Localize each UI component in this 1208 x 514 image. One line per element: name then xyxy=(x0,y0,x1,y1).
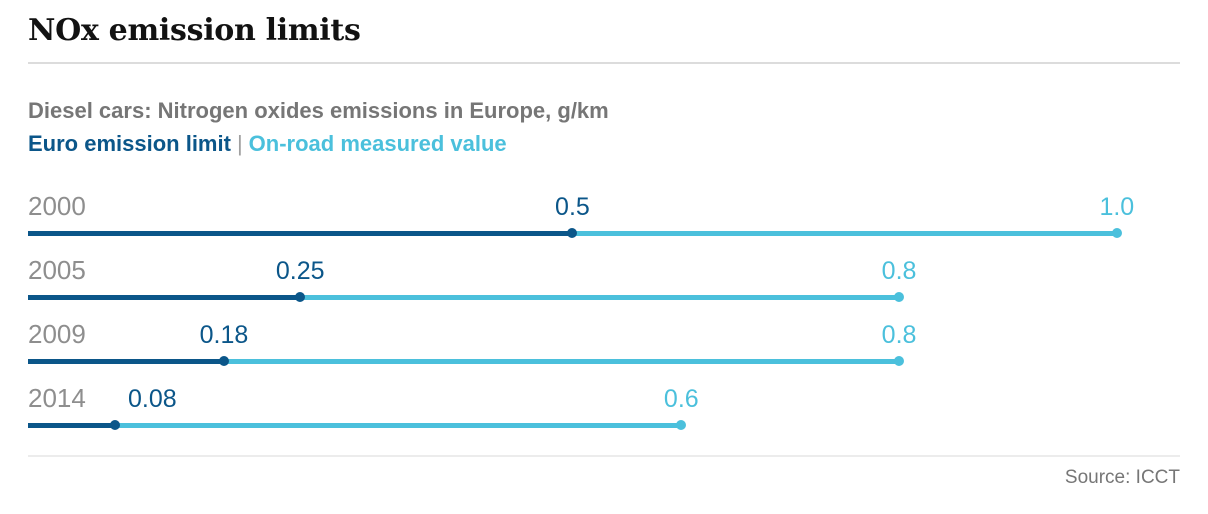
year-label: 2005 xyxy=(28,255,86,285)
measured-value-label: 1.0 xyxy=(1099,193,1135,221)
footer-divider xyxy=(28,455,1180,457)
chart-row-2009: 2009 0.18 0.8 xyxy=(28,315,1180,379)
measured-point xyxy=(894,356,905,366)
chart-subtitle: Diesel cars: Nitrogen oxides emissions i… xyxy=(28,98,609,123)
source-credit: Source: ICCT xyxy=(1064,467,1180,488)
measured-line xyxy=(572,230,1117,236)
limit-line xyxy=(28,294,301,300)
limit-value-label: 0.08 xyxy=(128,385,177,413)
legend-measured-label: On-road measured value xyxy=(248,131,507,156)
year-label: 2000 xyxy=(28,191,86,221)
measured-line xyxy=(300,294,900,300)
year-label: 2009 xyxy=(28,319,86,349)
chart-row-2000: 2000 0.5 1.0 xyxy=(28,187,1180,251)
chart-row-2005: 2005 0.25 0.8 xyxy=(28,251,1180,315)
page-title: NOx emission limits xyxy=(28,13,361,48)
measured-line xyxy=(223,358,900,364)
limit-line xyxy=(28,358,224,364)
limit-point xyxy=(567,228,578,238)
limit-value-label: 0.5 xyxy=(555,193,590,221)
measured-value-label: 0.8 xyxy=(881,257,917,285)
limit-point xyxy=(295,292,306,302)
chart-legend: Euro emission limit | On-road measured val… xyxy=(28,129,1180,159)
title-divider xyxy=(28,62,1180,64)
limit-value-label: 0.18 xyxy=(199,321,249,349)
measured-value-label: 0.6 xyxy=(663,385,699,413)
limit-point xyxy=(110,420,121,430)
limit-value-label: 0.25 xyxy=(275,257,325,285)
chart-row-2014: 2014 0.08 0.6 xyxy=(28,379,1180,443)
limit-line xyxy=(28,422,116,428)
measured-point xyxy=(676,420,687,430)
legend-limit-label: Euro emission limit xyxy=(28,131,231,156)
legend-separator: | xyxy=(236,131,243,156)
limit-point xyxy=(218,356,229,366)
measured-line xyxy=(115,422,682,428)
year-label: 2014 xyxy=(28,383,86,413)
measured-value-label: 0.8 xyxy=(881,321,917,349)
measured-point xyxy=(894,292,905,302)
measured-point xyxy=(1111,228,1122,238)
dumbbell-chart: 2000 0.5 1.0 2005 0.25 0.8 2009 0.18 xyxy=(28,187,1180,443)
limit-line xyxy=(28,230,573,236)
